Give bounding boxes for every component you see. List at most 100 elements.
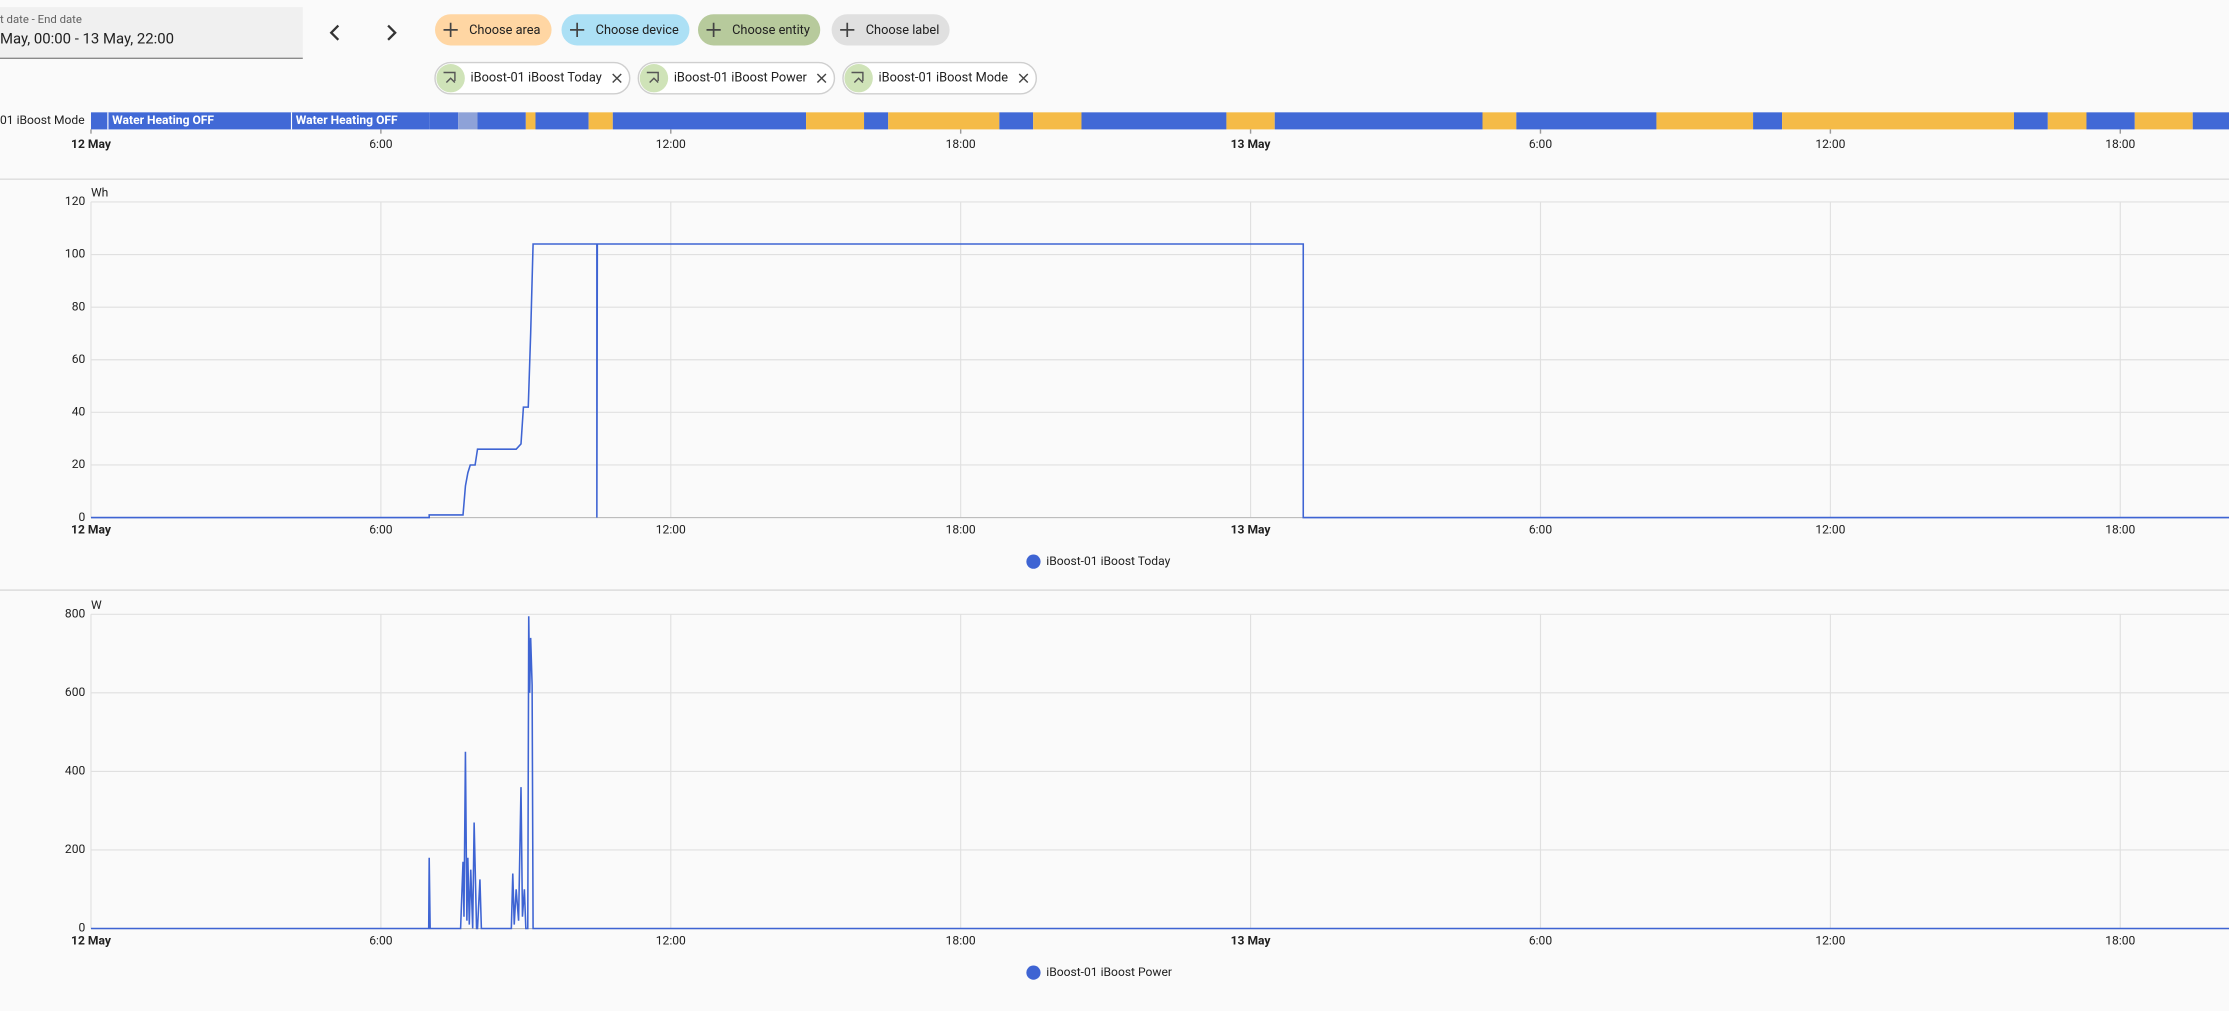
timeline-segment xyxy=(458,112,478,130)
timeline-segment xyxy=(864,112,889,130)
timeline-segment xyxy=(888,112,1000,130)
button-bg[interactable] xyxy=(561,14,690,46)
timeline-segment xyxy=(588,112,613,130)
x-tick-label: 12 May xyxy=(71,137,112,151)
x-tick-label: 12:00 xyxy=(656,137,686,151)
plus-icon xyxy=(570,22,585,37)
x-tick-label: 18:00 xyxy=(946,523,976,537)
filter-button[interactable]: Choose device xyxy=(561,14,690,46)
chip-label: iBoost-01 iBoost Power xyxy=(674,71,808,86)
y-tick-label: 100 xyxy=(65,247,86,261)
plus-icon xyxy=(840,22,855,37)
date-field[interactable] xyxy=(0,7,303,59)
button-bg[interactable] xyxy=(434,14,552,46)
x-tick-label: 13 May xyxy=(1231,934,1272,948)
legend-label[interactable]: iBoost-01 iBoost Power xyxy=(1046,965,1172,979)
chip-icon xyxy=(851,71,864,83)
timeline-label: 01 iBoost Mode xyxy=(0,113,85,127)
timeline-segment xyxy=(612,112,807,130)
legend-marker[interactable] xyxy=(1026,965,1041,980)
timeline-segment xyxy=(1033,112,1082,130)
segment-label: Water Heating OFF xyxy=(296,113,398,127)
x-tick-label: 18:00 xyxy=(2105,137,2135,151)
timeline-segment xyxy=(806,112,865,130)
next-button[interactable] xyxy=(387,24,397,41)
x-tick-label: 12:00 xyxy=(1815,523,1845,537)
filter-button[interactable]: Choose label xyxy=(831,14,950,46)
chip-bg[interactable] xyxy=(637,61,836,95)
entity-chip[interactable]: iBoost-01 iBoost Power xyxy=(637,61,836,95)
timeline-segment xyxy=(525,112,536,130)
date-picker[interactable]: t date - End date May, 00:00 - 13 May, 2… xyxy=(0,7,303,60)
x-tick-label: 6:00 xyxy=(369,137,392,151)
y-tick-label: 800 xyxy=(65,606,86,620)
timeline-segment xyxy=(1482,112,1517,130)
x-tick-label: 12:00 xyxy=(656,523,686,537)
filter-button[interactable]: Choose entity xyxy=(697,14,821,46)
x-tick-label: 13 May xyxy=(1231,523,1272,537)
chip-remove[interactable] xyxy=(1018,73,1029,83)
segment-label: Water Heating OFF xyxy=(112,113,214,127)
x-tick-label: 12:00 xyxy=(1815,137,1845,151)
x-tick-label: 6:00 xyxy=(369,523,392,537)
x-tick-label: 6:00 xyxy=(1529,523,1552,537)
timeline-segment xyxy=(1081,112,1227,130)
button-label: Choose label xyxy=(866,23,940,38)
x-tick-label: 18:00 xyxy=(2105,523,2135,537)
x-tick-label: 18:00 xyxy=(946,934,976,948)
series-line xyxy=(90,616,2229,930)
timeline-segment xyxy=(2134,112,2193,130)
timeline-segment xyxy=(107,112,292,130)
button-bg[interactable] xyxy=(697,14,821,46)
legend-label[interactable]: iBoost-01 iBoost Today xyxy=(1046,554,1170,568)
y-tick-label: 120 xyxy=(65,194,86,208)
timeline-segment xyxy=(535,112,589,130)
entity-chip[interactable]: iBoost-01 iBoost Mode xyxy=(842,61,1038,95)
timeline-segment xyxy=(291,112,430,130)
timeline-segment xyxy=(1516,112,1657,130)
timeline-segment xyxy=(999,112,1034,130)
entity-chip[interactable]: iBoost-01 iBoost Today xyxy=(434,61,631,95)
legend-marker[interactable] xyxy=(1026,554,1041,569)
chip-bg[interactable] xyxy=(434,61,631,95)
timeline-segment xyxy=(1656,112,1754,130)
filter-button[interactable]: Choose area xyxy=(434,14,552,46)
x-tick-label: 12 May xyxy=(71,523,112,537)
y-tick-label: 80 xyxy=(72,299,86,313)
x-tick-label: 18:00 xyxy=(946,137,976,151)
timeline-segment xyxy=(429,112,459,130)
timeline-segment xyxy=(477,112,526,130)
x-tick-label: 12:00 xyxy=(1815,934,1845,948)
y-tick-label: 400 xyxy=(65,764,86,778)
y-tick-label: 60 xyxy=(72,352,86,366)
button-label: Choose device xyxy=(596,23,679,38)
chip-label: iBoost-01 iBoost Mode xyxy=(879,71,1009,86)
timeline-segment xyxy=(2013,112,2048,130)
button-bg[interactable] xyxy=(831,14,950,46)
chip-icon xyxy=(443,71,456,83)
x-tick-label: 13 May xyxy=(1231,137,1272,151)
chip-remove[interactable] xyxy=(612,73,622,83)
series-line xyxy=(90,243,2229,519)
y-tick-label: 200 xyxy=(65,842,86,856)
timeline-segment xyxy=(2086,112,2135,130)
plus-icon xyxy=(706,22,721,37)
prev-button[interactable] xyxy=(329,24,340,41)
x-tick-label: 12 May xyxy=(71,934,112,948)
y-tick-label: 0 xyxy=(78,921,85,935)
y-tick-label: 40 xyxy=(72,405,86,419)
timeline-segment xyxy=(1226,112,1275,130)
button-label: Choose entity xyxy=(732,23,810,38)
chip-icon xyxy=(646,71,659,83)
date-label: t date - End date xyxy=(0,12,82,26)
date-value: May, 00:00 - 13 May, 22:00 xyxy=(0,30,174,48)
timeline-segment xyxy=(1753,112,1783,130)
timeline-segment xyxy=(2192,112,2229,130)
chip-label: iBoost-01 iBoost Today xyxy=(471,71,602,86)
x-tick-label: 6:00 xyxy=(1529,137,1552,151)
chip-remove[interactable] xyxy=(816,73,827,83)
chip-bg[interactable] xyxy=(842,61,1038,95)
